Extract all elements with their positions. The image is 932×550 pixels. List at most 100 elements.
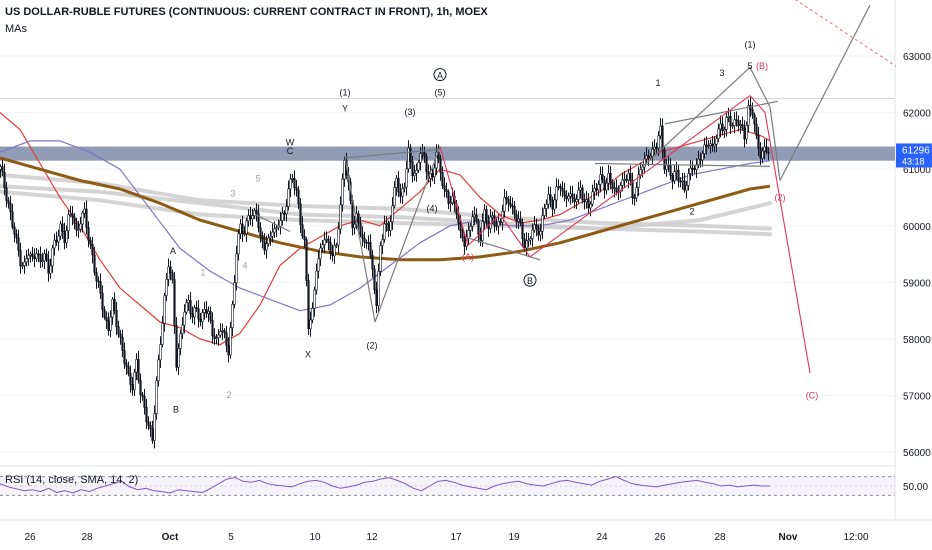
- candle-body: [319, 247, 322, 260]
- candle-body: [159, 344, 162, 361]
- candle-body: [573, 197, 576, 202]
- candle-body: [0, 166, 2, 170]
- candle-body: [3, 171, 6, 189]
- candle-body: [179, 333, 182, 349]
- candle-body: [607, 173, 610, 184]
- wave-drawing-lines: [254, 0, 932, 374]
- candle-body: [599, 174, 602, 185]
- wave-label: (2): [775, 192, 786, 202]
- candle-body: [751, 109, 754, 116]
- candle-body: [677, 169, 680, 182]
- candle-body: [737, 120, 740, 127]
- candle-body: [369, 242, 372, 256]
- indicator-label[interactable]: MAs: [5, 23, 27, 35]
- candle-body: [401, 188, 404, 197]
- candle-body: [717, 128, 720, 140]
- candle-body: [567, 195, 570, 200]
- candle-body: [125, 363, 128, 367]
- candle-body: [591, 191, 594, 205]
- candle-body: [727, 115, 730, 118]
- wave-label: (1): [745, 40, 756, 50]
- candle-body: [121, 336, 124, 351]
- candle-body: [681, 180, 684, 183]
- wave-label: (4): [427, 204, 438, 214]
- candle-body: [387, 223, 390, 231]
- candle-body: [557, 185, 560, 188]
- wave-line: [344, 148, 441, 159]
- wave-label: A: [170, 246, 176, 256]
- candle-body: [281, 212, 284, 221]
- candle-body: [691, 167, 694, 170]
- candle-body: [197, 308, 200, 320]
- candle-body: [309, 319, 312, 330]
- candle-body: [651, 148, 654, 157]
- candle-body: [761, 150, 764, 159]
- candle-body: [469, 225, 472, 231]
- candle-body: [643, 158, 646, 168]
- candle-body: [337, 228, 340, 246]
- candle-body: [475, 214, 478, 222]
- candle-body: [431, 173, 434, 178]
- candle-body: [53, 239, 56, 249]
- candle-body: [619, 185, 622, 192]
- candle-body: [671, 175, 674, 182]
- candle-body: [675, 169, 678, 172]
- candle-body: [627, 173, 630, 181]
- rsi-label[interactable]: RSI (14, close, SMA, 14, 2): [5, 474, 139, 486]
- candle-body: [551, 199, 554, 210]
- candle-body: [143, 395, 146, 408]
- candle-body: [511, 205, 514, 208]
- wave-line: [664, 100, 779, 125]
- wave-label: (B): [756, 61, 768, 71]
- candle-body: [285, 206, 288, 215]
- candle-body: [73, 216, 76, 224]
- candle-body: [43, 253, 46, 262]
- candle-body: [135, 359, 138, 373]
- wave-label: B: [527, 276, 533, 286]
- candle-body: [649, 155, 652, 159]
- candle-body: [301, 224, 304, 237]
- candle-body: [553, 199, 556, 210]
- candle-body: [707, 145, 710, 147]
- candle-body: [335, 244, 338, 247]
- wave-label: 5: [747, 61, 752, 71]
- price-tick-label: 56000: [903, 448, 931, 459]
- candle-body: [509, 202, 512, 207]
- candle-body: [467, 230, 470, 239]
- candle-body: [123, 350, 126, 364]
- candle-body: [663, 149, 666, 170]
- candle-body: [399, 191, 402, 197]
- candle-body: [721, 123, 724, 132]
- wave-projection-line: [467, 214, 501, 246]
- candle-body: [79, 223, 82, 230]
- candle-body: [185, 302, 188, 313]
- candle-body: [505, 197, 508, 200]
- candle-body: [415, 169, 418, 174]
- price-tick-label: 61000: [903, 165, 931, 176]
- time-tick-label: Oct: [162, 532, 179, 543]
- candle-body: [283, 212, 286, 215]
- candle-body: [249, 215, 252, 220]
- candle-body: [253, 210, 256, 216]
- candle-body: [251, 215, 254, 220]
- candle-body: [689, 167, 692, 174]
- candle-body: [7, 200, 10, 204]
- candle-body: [261, 235, 264, 242]
- time-tick-label: 5: [228, 532, 234, 543]
- candle-body: [581, 187, 584, 200]
- candle-body: [417, 162, 420, 171]
- candle-body: [767, 151, 770, 154]
- candle-body: [497, 221, 500, 227]
- candle-body: [49, 265, 52, 274]
- gray-ma-line: [0, 184, 772, 237]
- candle-body: [29, 253, 32, 256]
- wave-labels: (1) 5 (B) 3 1 2 (2) (C) (1) Y (3) A (5) (4) WC 5 3 4 A 1 B 2 X…: [170, 40, 818, 415]
- candle-body: [1, 166, 4, 173]
- candle-body: [145, 407, 148, 423]
- candle-body: [165, 279, 168, 297]
- candle-body: [137, 359, 140, 381]
- candle-body: [215, 337, 218, 339]
- candle-body: [47, 259, 50, 274]
- candle-body: [327, 238, 330, 243]
